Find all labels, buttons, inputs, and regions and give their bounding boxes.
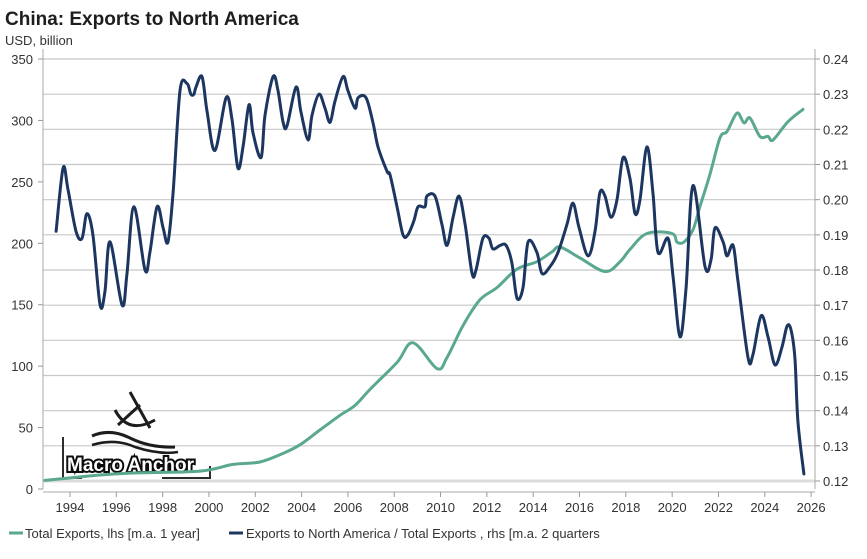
x-tick-label: 2024	[750, 500, 779, 515]
series-lines	[43, 74, 806, 482]
macro-anchor-logo: Macro Anchor	[62, 391, 211, 479]
left-tick-label: 100	[11, 359, 33, 374]
right-tick-label: 0.22	[823, 122, 848, 137]
right-tick-label: 0.13	[823, 439, 848, 454]
series-line-total-exports	[43, 107, 805, 482]
left-tick-label: 300	[11, 113, 33, 128]
x-tick-label: 2026	[797, 500, 826, 515]
x-tick-label: 2000	[194, 500, 223, 515]
x-tick-label: 1994	[56, 500, 85, 515]
x-tick-label: 2016	[565, 500, 594, 515]
legend: Total Exports, lhs [m.a. 1 year] Exports…	[9, 526, 600, 541]
left-tick-label: 150	[11, 298, 33, 313]
x-tick-label: 1998	[148, 500, 177, 515]
right-tick-label: 0.16	[823, 333, 848, 348]
right-tick-label: 0.23	[823, 87, 848, 102]
right-tick-label: 0.19	[823, 228, 848, 243]
x-tick-label: 2022	[704, 500, 733, 515]
x-tick-label: 2010	[426, 500, 455, 515]
x-tick-label: 2018	[611, 500, 640, 515]
right-tick-label: 0.15	[823, 369, 848, 384]
x-tick-label: 1996	[102, 500, 131, 515]
x-tick-label: 2012	[472, 500, 501, 515]
right-tick-label: 0.17	[823, 298, 848, 313]
chart-title: China: Exports to North America	[5, 9, 299, 30]
left-tick-label: 250	[11, 175, 33, 190]
right-tick-label: 0.14	[823, 404, 848, 419]
x-tick-label: 2004	[287, 500, 316, 515]
right-tick-label: 0.18	[823, 263, 848, 278]
chart-subtitle: USD, billion	[5, 33, 73, 48]
right-tick-label: 0.20	[823, 193, 848, 208]
x-tick-label: 2008	[380, 500, 409, 515]
legend-label-share: Exports to North America / Total Exports…	[246, 526, 600, 541]
grid-lines	[43, 58, 815, 483]
x-tick-label: 2006	[333, 500, 362, 515]
left-tick-label: 200	[11, 236, 33, 251]
left-tick-label: 350	[11, 52, 33, 67]
x-tick-label: 2020	[658, 500, 687, 515]
legend-label-total-exports: Total Exports, lhs [m.a. 1 year]	[25, 526, 200, 541]
right-tick-label: 0.24	[823, 52, 848, 67]
series-line-north-america-share	[54, 74, 806, 476]
right-tick-label: 0.21	[823, 158, 848, 173]
x-tick-label: 2002	[241, 500, 270, 515]
axes: 0.12 0.13 0.14 0.15 0.16 0.17 0.18 0.19 0.20 0.21…	[11, 49, 848, 515]
left-tick-label: 50	[19, 421, 33, 436]
x-tick-label: 2014	[519, 500, 548, 515]
left-tick-label: 0	[26, 482, 33, 497]
right-tick-label: 0.12	[823, 474, 848, 489]
